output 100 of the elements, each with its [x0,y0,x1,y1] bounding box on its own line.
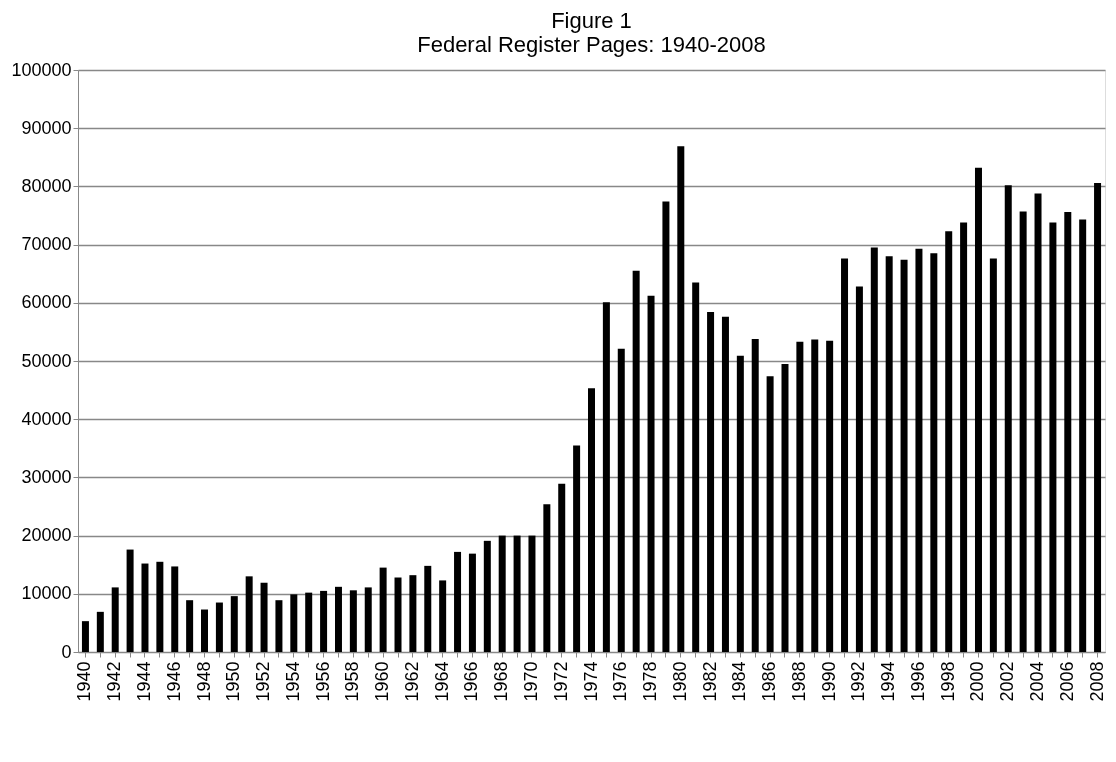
x-tick-label: 1958 [342,661,363,702]
x-tick-label: 1960 [372,661,393,702]
bar [483,540,491,652]
x-tick-label: 2008 [1086,661,1107,702]
x-tick-label: 1970 [520,661,541,702]
bar [245,576,253,652]
chart-subtitle: Federal Register Pages: 1940-2008 [417,32,766,57]
bar [126,549,134,652]
x-tick-label: 1986 [759,661,780,702]
x-tick-label: 2002 [997,661,1018,702]
bar [974,167,982,652]
bar [394,577,402,652]
bar [811,339,819,652]
y-tick-label: 20000 [21,525,72,546]
bar [989,258,997,652]
bar [826,340,834,652]
bar [588,388,595,652]
bar [1049,222,1057,652]
bar [707,312,715,652]
x-tick-label: 1964 [431,661,452,702]
x-tick-label: 1954 [282,661,303,702]
x-tick-label: 1992 [848,661,869,702]
x-tick-label: 1980 [669,661,690,702]
y-tick-label: 0 [61,641,72,662]
x-tick-label: 1940 [74,661,95,702]
bar [454,551,462,652]
bar [201,609,209,652]
bar [736,355,744,652]
bar [513,535,521,652]
y-tick-label: 10000 [21,583,72,604]
bar [409,575,417,652]
x-tick-label: 1990 [818,661,839,702]
bar [498,535,506,652]
bar [305,592,313,652]
x-tick-label: 1944 [133,661,154,702]
bar [766,376,774,652]
bar [781,363,789,652]
x-tick-label: 1946 [163,661,184,702]
bar [721,316,729,652]
x-tick-label: 1988 [788,661,809,702]
bar [260,582,268,652]
bar [1064,212,1072,652]
bar [81,621,89,652]
x-tick-label: 2006 [1056,661,1077,702]
bar [1094,182,1102,652]
x-tick-label: 1998 [937,661,958,702]
y-tick-label: 90000 [21,117,72,138]
x-tick-label: 1966 [461,661,482,702]
y-tick-label: 50000 [21,350,72,371]
x-tick-label: 2004 [1027,661,1048,702]
bar [275,600,283,652]
bar [573,445,581,652]
y-tick-label: 40000 [21,408,72,429]
bar [915,248,923,652]
bar [885,256,893,652]
bar [528,535,536,652]
bar [1004,185,1012,652]
bar [334,586,342,652]
bar [870,247,878,652]
bar [900,259,908,652]
x-tick-label: 1956 [312,661,333,702]
bar [320,590,328,652]
bar [171,566,179,652]
x-tick-label: 1948 [193,661,214,702]
y-tick-label: 100000 [11,59,72,80]
bar [349,590,357,652]
bar [960,222,968,652]
bar [662,201,670,652]
y-tick-label: 30000 [21,466,72,487]
bar [468,553,476,652]
chart-title: Figure 1 [551,8,632,33]
bar [543,504,551,652]
x-tick-label: 1942 [104,661,125,702]
bar [558,483,566,652]
bar [647,295,655,652]
bar [96,611,104,652]
x-tick-label: 2000 [967,661,988,702]
bar [364,587,372,652]
y-tick-label: 80000 [21,175,72,196]
bar [215,602,223,652]
x-tick-label: 1976 [610,661,631,702]
x-tick-label: 1996 [907,661,928,702]
bar [841,258,849,652]
bar [230,596,238,652]
bar [617,348,625,652]
x-tick-label: 1978 [640,661,661,702]
bar [439,580,447,652]
bar [141,563,149,652]
bar [290,594,298,652]
x-tick-label: 1968 [491,661,512,702]
bar [945,231,953,652]
y-tick-label: 70000 [21,234,72,255]
bar [111,587,119,652]
x-tick-label: 1974 [580,661,601,702]
bar [1019,211,1027,652]
bar [1079,219,1087,652]
bar [930,253,938,652]
bar [156,561,164,652]
bar [632,270,640,652]
x-tick-label: 1962 [401,661,422,702]
